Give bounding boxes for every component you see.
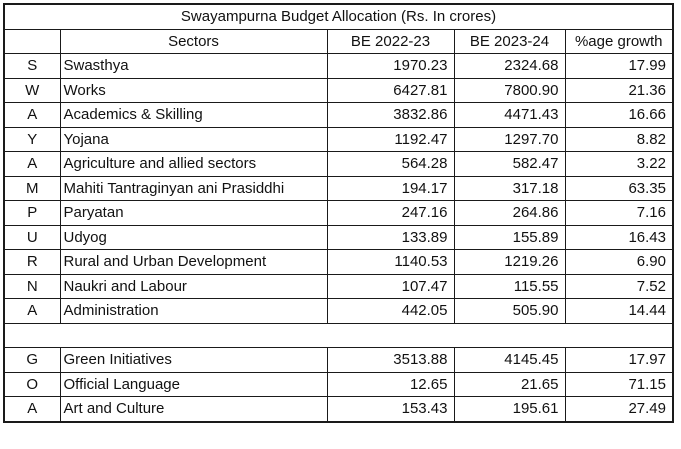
row-growth: 63.35 xyxy=(564,175,674,201)
row-code: Y xyxy=(3,126,61,152)
row-be-2023-24: 1219.26 xyxy=(453,249,566,275)
row-be-2022-23: 3513.88 xyxy=(326,347,455,373)
row-be-2023-24: 1297.70 xyxy=(453,126,566,152)
row-be-2023-24: 7800.90 xyxy=(453,77,566,103)
spacer-row xyxy=(3,322,674,348)
table-row: R Rural and Urban Development 1140.53 12… xyxy=(3,249,674,275)
row-be-2022-23: 153.43 xyxy=(326,396,455,422)
table-row: M Mahiti Tantraginyan ani Prasiddhi 194.… xyxy=(3,175,674,201)
row-sector: Rural and Urban Development xyxy=(59,249,328,275)
row-sector: Art and Culture xyxy=(59,396,328,422)
row-code: A xyxy=(3,396,61,422)
row-be-2022-23: 1140.53 xyxy=(326,249,455,275)
row-code: A xyxy=(3,298,61,324)
table-row: P Paryatan 247.16 264.86 7.16 xyxy=(3,200,674,226)
row-code: W xyxy=(3,77,61,103)
table-row: A Agriculture and allied sectors 564.28 … xyxy=(3,151,674,177)
row-sector: Naukri and Labour xyxy=(59,273,328,299)
row-be-2023-24: 21.65 xyxy=(453,371,566,397)
row-be-2022-23: 133.89 xyxy=(326,224,455,250)
row-code: A xyxy=(3,151,61,177)
row-sector: Academics & Skilling xyxy=(59,102,328,128)
row-sector: Administration xyxy=(59,298,328,324)
table-row: A Academics & Skilling 3832.86 4471.43 1… xyxy=(3,102,674,128)
row-be-2023-24: 505.90 xyxy=(453,298,566,324)
row-code: A xyxy=(3,102,61,128)
row-growth: 16.66 xyxy=(564,102,674,128)
spacer-cell xyxy=(3,322,674,348)
row-code: R xyxy=(3,249,61,275)
row-growth: 17.97 xyxy=(564,347,674,373)
group2-rows: G Green Initiatives 3513.88 4145.45 17.9… xyxy=(3,347,674,422)
row-be-2022-23: 3832.86 xyxy=(326,102,455,128)
row-be-2022-23: 194.17 xyxy=(326,175,455,201)
row-code: G xyxy=(3,347,61,373)
row-be-2023-24: 115.55 xyxy=(453,273,566,299)
table-row: G Green Initiatives 3513.88 4145.45 17.9… xyxy=(3,347,674,373)
table-row: O Official Language 12.65 21.65 71.15 xyxy=(3,371,674,397)
header-growth: %age growth xyxy=(564,28,674,54)
row-be-2022-23: 107.47 xyxy=(326,273,455,299)
row-sector: Udyog xyxy=(59,224,328,250)
table-row: A Administration 442.05 505.90 14.44 xyxy=(3,298,674,324)
row-be-2023-24: 155.89 xyxy=(453,224,566,250)
row-sector: Mahiti Tantraginyan ani Prasiddhi xyxy=(59,175,328,201)
spacer-section xyxy=(3,322,674,348)
header-row: Sectors BE 2022-23 BE 2023-24 %age growt… xyxy=(3,28,674,54)
row-growth: 6.90 xyxy=(564,249,674,275)
row-growth: 3.22 xyxy=(564,151,674,177)
row-sector: Official Language xyxy=(59,371,328,397)
row-be-2022-23: 564.28 xyxy=(326,151,455,177)
row-be-2022-23: 1192.47 xyxy=(326,126,455,152)
row-be-2023-24: 2324.68 xyxy=(453,53,566,79)
table-title: Swayampurna Budget Allocation (Rs. In cr… xyxy=(3,3,674,30)
row-be-2023-24: 582.47 xyxy=(453,151,566,177)
row-growth: 17.99 xyxy=(564,53,674,79)
header-code xyxy=(3,28,61,54)
row-code: M xyxy=(3,175,61,201)
row-be-2022-23: 1970.23 xyxy=(326,53,455,79)
row-be-2023-24: 4145.45 xyxy=(453,347,566,373)
row-be-2022-23: 6427.81 xyxy=(326,77,455,103)
header-be-2022-23: BE 2022-23 xyxy=(326,28,455,54)
row-sector: Swasthya xyxy=(59,53,328,79)
row-be-2023-24: 195.61 xyxy=(453,396,566,422)
table-row: W Works 6427.81 7800.90 21.36 xyxy=(3,77,674,103)
row-code: N xyxy=(3,273,61,299)
table-row: N Naukri and Labour 107.47 115.55 7.52 xyxy=(3,273,674,299)
row-code: O xyxy=(3,371,61,397)
row-code: U xyxy=(3,224,61,250)
row-be-2023-24: 4471.43 xyxy=(453,102,566,128)
row-be-2022-23: 442.05 xyxy=(326,298,455,324)
row-be-2023-24: 317.18 xyxy=(453,175,566,201)
row-sector: Paryatan xyxy=(59,200,328,226)
title-row: Swayampurna Budget Allocation (Rs. In cr… xyxy=(3,3,674,30)
row-sector: Works xyxy=(59,77,328,103)
table-row: A Art and Culture 153.43 195.61 27.49 xyxy=(3,396,674,422)
group1-rows: S Swasthya 1970.23 2324.68 17.99 W Works… xyxy=(3,53,674,324)
row-sector: Green Initiatives xyxy=(59,347,328,373)
row-growth: 71.15 xyxy=(564,371,674,397)
row-growth: 14.44 xyxy=(564,298,674,324)
row-sector: Yojana xyxy=(59,126,328,152)
row-be-2023-24: 264.86 xyxy=(453,200,566,226)
row-growth: 7.52 xyxy=(564,273,674,299)
row-growth: 16.43 xyxy=(564,224,674,250)
header-sectors: Sectors xyxy=(59,28,328,54)
table-row: U Udyog 133.89 155.89 16.43 xyxy=(3,224,674,250)
row-sector: Agriculture and allied sectors xyxy=(59,151,328,177)
row-be-2022-23: 247.16 xyxy=(326,200,455,226)
row-growth: 21.36 xyxy=(564,77,674,103)
header-be-2023-24: BE 2023-24 xyxy=(453,28,566,54)
row-code: S xyxy=(3,53,61,79)
row-growth: 8.82 xyxy=(564,126,674,152)
table-row: Y Yojana 1192.47 1297.70 8.82 xyxy=(3,126,674,152)
row-be-2022-23: 12.65 xyxy=(326,371,455,397)
row-growth: 7.16 xyxy=(564,200,674,226)
budget-allocation-table: Swayampurna Budget Allocation (Rs. In cr… xyxy=(3,3,674,423)
row-growth: 27.49 xyxy=(564,396,674,422)
row-code: P xyxy=(3,200,61,226)
table-row: S Swasthya 1970.23 2324.68 17.99 xyxy=(3,53,674,79)
